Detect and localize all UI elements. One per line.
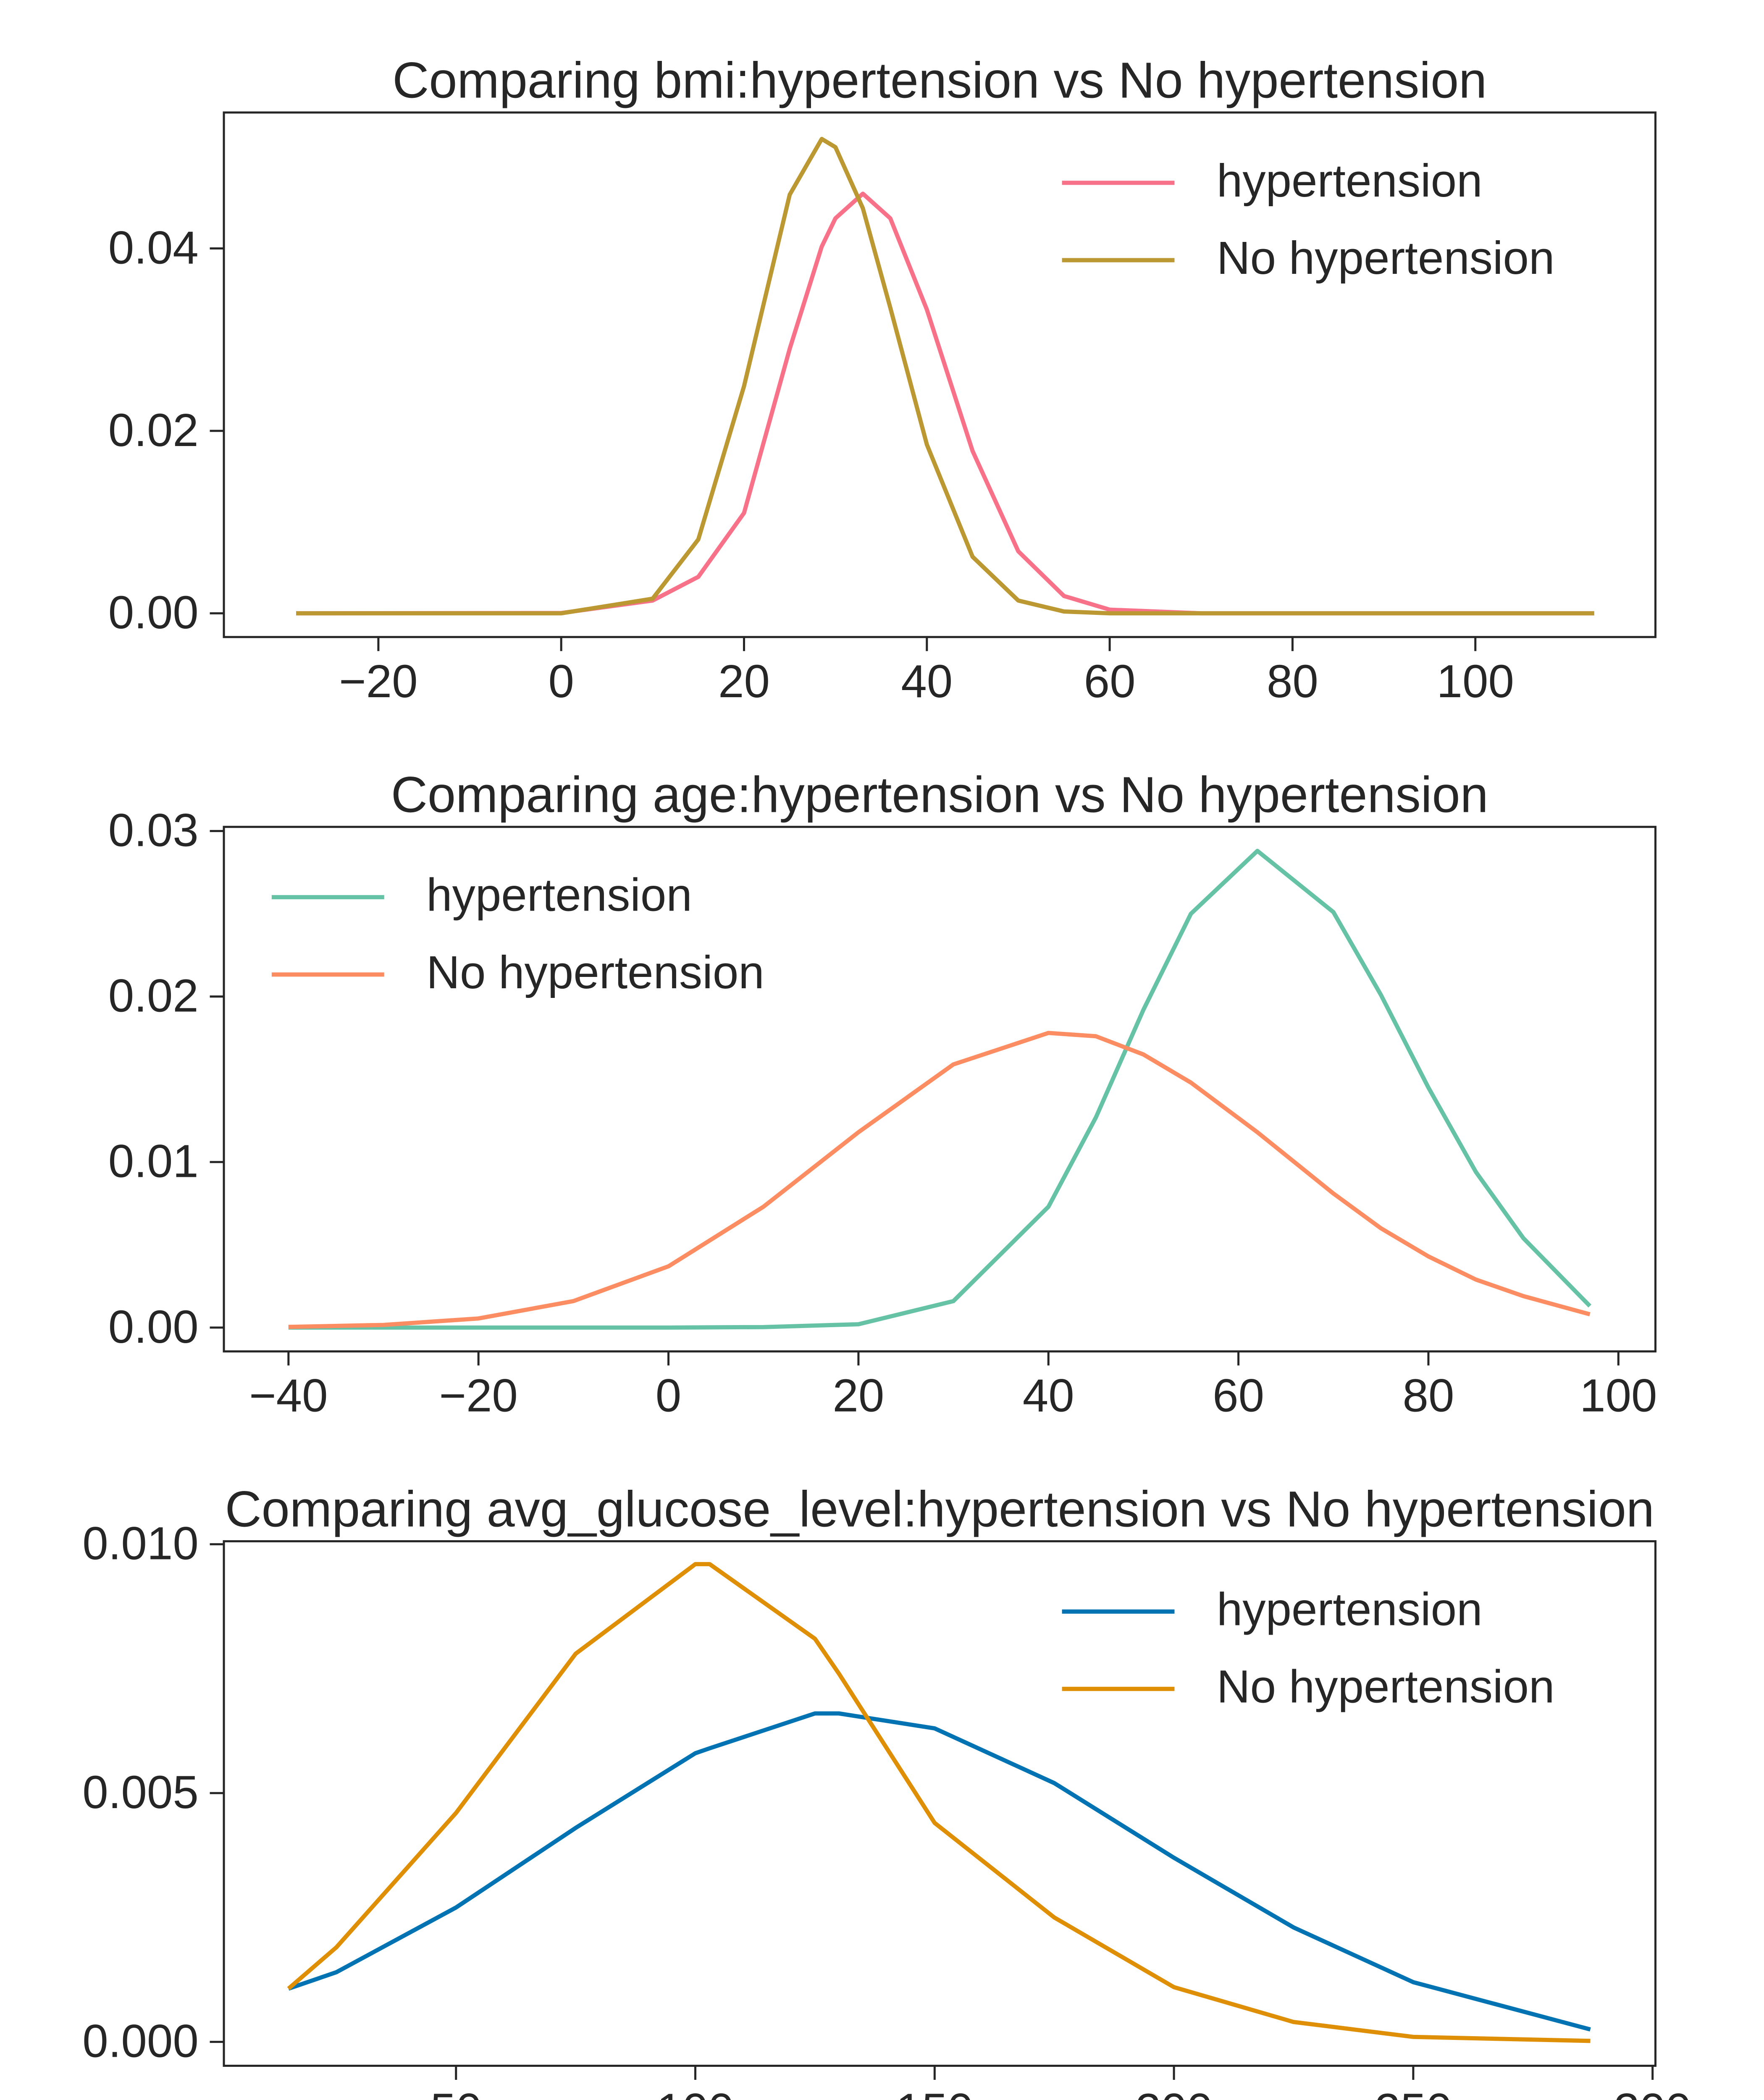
x-tick-label: 100 bbox=[1437, 656, 1514, 707]
x-tick-label: 20 bbox=[718, 656, 770, 707]
y-tick-label: 0.000 bbox=[82, 2016, 198, 2067]
y-tick-label: 0.00 bbox=[108, 587, 199, 638]
x-tick-label: 60 bbox=[1213, 1370, 1264, 1422]
legend-label: hypertension bbox=[1217, 1584, 1483, 1635]
x-tick-label: 80 bbox=[1267, 656, 1318, 707]
x-tick-label: −20 bbox=[339, 656, 417, 707]
axes-frame bbox=[223, 1540, 1657, 2067]
line-series bbox=[288, 1711, 1591, 2032]
x-tick-label: 300 bbox=[1614, 2084, 1691, 2100]
x-tick-label: 100 bbox=[656, 2084, 734, 2100]
legend-label: hypertension bbox=[426, 869, 692, 921]
y-tick-label: 0.01 bbox=[108, 1136, 199, 1187]
x-tick-label: 40 bbox=[1023, 1370, 1074, 1422]
y-tick-label: 0.04 bbox=[108, 222, 199, 273]
y-tick-label: 0.03 bbox=[108, 804, 199, 856]
line-series bbox=[288, 848, 1592, 1330]
x-tick-label: 200 bbox=[1135, 2084, 1213, 2100]
chart-title: Comparing age:hypertension vs No hyperte… bbox=[391, 766, 1488, 823]
legend-label: No hypertension bbox=[426, 947, 764, 998]
y-tick-label: 0.02 bbox=[108, 404, 199, 456]
x-tick-label: 50 bbox=[430, 2084, 482, 2100]
x-tick-label: 80 bbox=[1403, 1370, 1454, 1422]
axes-frame bbox=[223, 111, 1657, 638]
x-tick-label: 100 bbox=[1580, 1370, 1657, 1422]
x-tick-label: −40 bbox=[249, 1370, 328, 1422]
x-tick-label: 0 bbox=[656, 1370, 681, 1422]
legend-label: No hypertension bbox=[1217, 232, 1555, 284]
legend-label: hypertension bbox=[1217, 155, 1483, 207]
x-tick-label: 40 bbox=[901, 656, 953, 707]
chart-title: Comparing bmi:hypertension vs No hyperte… bbox=[392, 52, 1487, 109]
x-tick-label: −20 bbox=[439, 1370, 517, 1422]
chart-title: Comparing avg_glucose_level:hypertension… bbox=[225, 1481, 1654, 1538]
axes-frame bbox=[223, 826, 1657, 1353]
x-tick-label: 250 bbox=[1375, 2084, 1452, 2100]
line-series bbox=[288, 1031, 1591, 1329]
line-series bbox=[287, 1562, 1591, 2043]
x-tick-label: 0 bbox=[548, 656, 574, 707]
x-tick-label: 20 bbox=[832, 1370, 884, 1422]
y-tick-label: 0.02 bbox=[108, 970, 199, 1022]
y-tick-label: 0.005 bbox=[82, 1767, 198, 1818]
y-tick-label: 0.00 bbox=[108, 1301, 199, 1353]
x-tick-label: 60 bbox=[1084, 656, 1136, 707]
legend-label: No hypertension bbox=[1217, 1661, 1555, 1713]
x-tick-label: 150 bbox=[896, 2084, 973, 2100]
y-tick-label: 0.010 bbox=[82, 1518, 198, 1570]
line-series bbox=[296, 192, 1594, 616]
line-series bbox=[296, 136, 1594, 616]
